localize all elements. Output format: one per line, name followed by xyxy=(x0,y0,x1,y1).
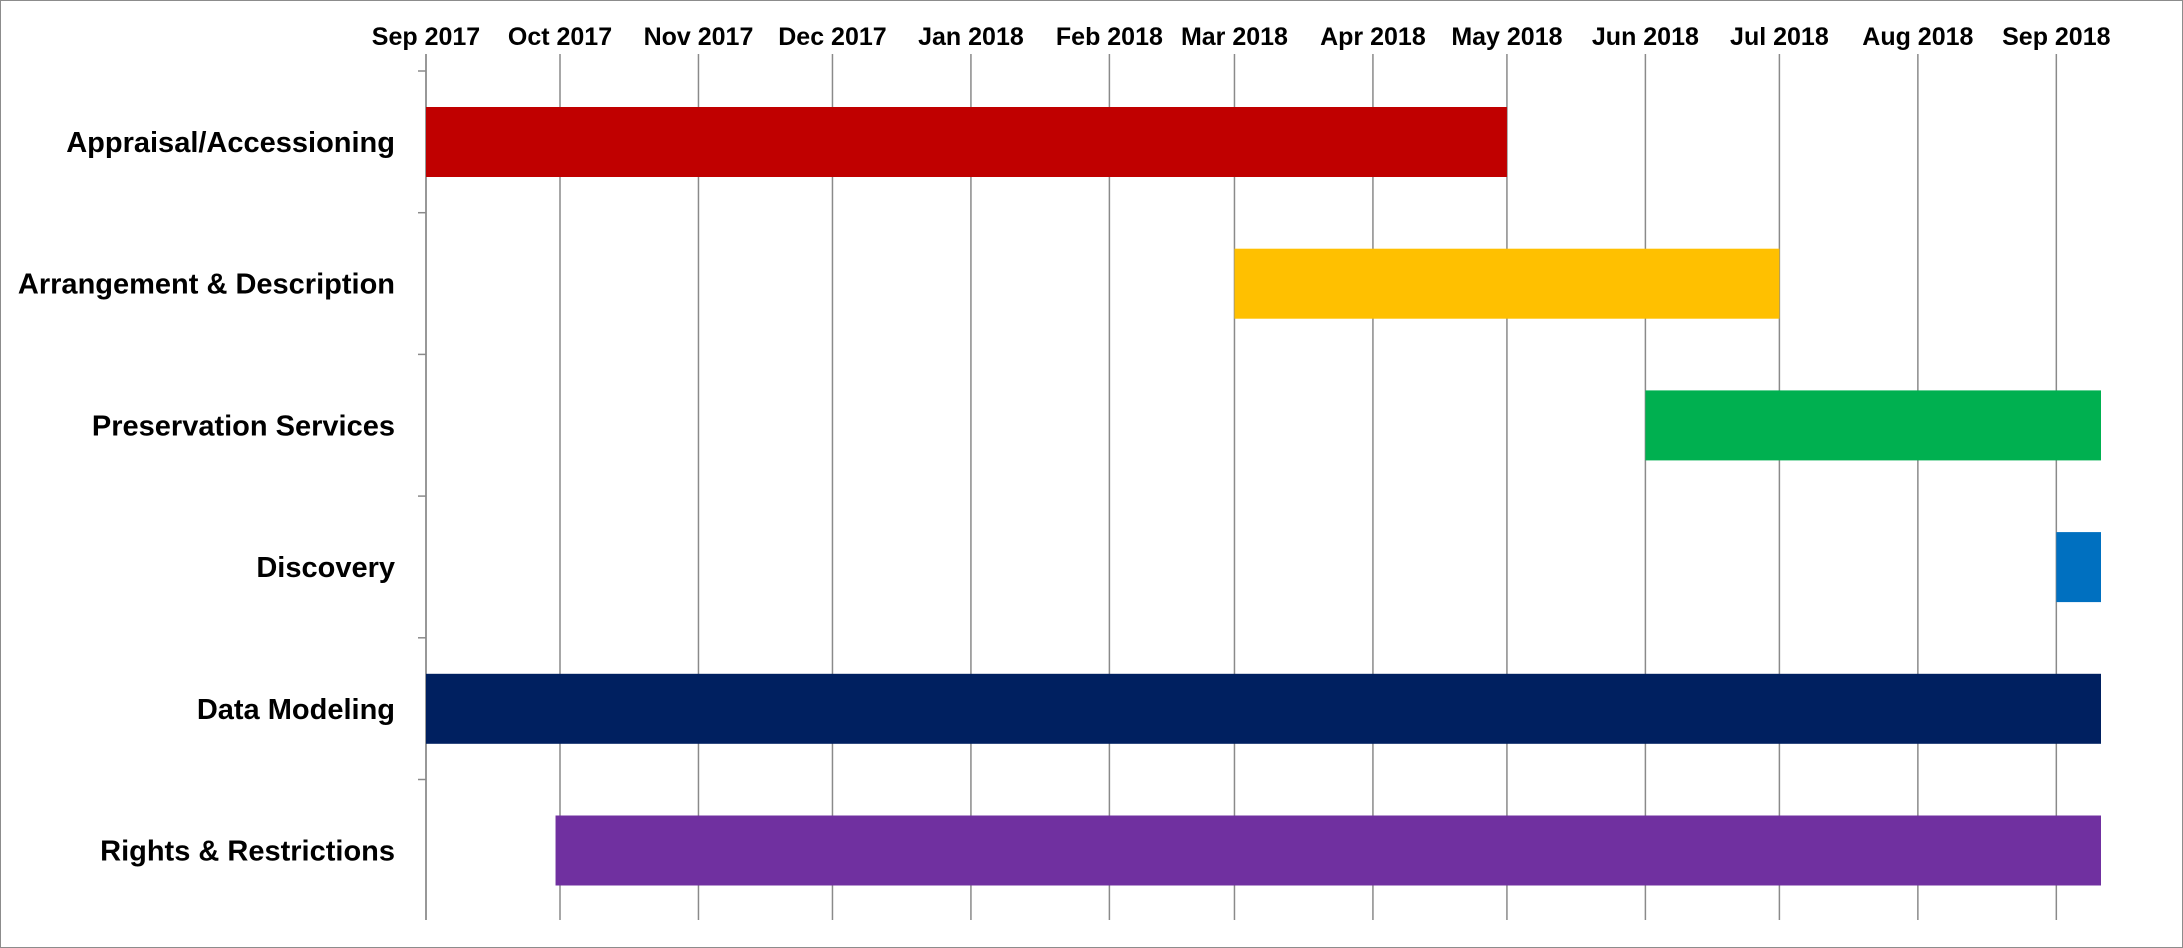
gantt-bar xyxy=(426,673,2101,744)
x-tick-label: Dec 2017 xyxy=(778,23,886,51)
x-tick-label: Jun 2018 xyxy=(1592,23,1699,51)
x-tick-label: Sep 2018 xyxy=(2002,23,2111,51)
gantt-bar xyxy=(1234,248,1780,319)
x-tick-label: Jan 2018 xyxy=(918,23,1024,51)
task-label: Rights & Restrictions xyxy=(100,836,395,868)
gantt-bar xyxy=(2056,532,2101,603)
x-tick-label: Nov 2017 xyxy=(644,23,754,51)
x-tick-label: Oct 2017 xyxy=(508,23,612,51)
gantt-bar xyxy=(426,107,1507,177)
task-label: Appraisal/Accessioning xyxy=(66,127,395,159)
task-label: Arrangement & Description xyxy=(18,269,395,301)
x-tick-label: Feb 2018 xyxy=(1056,23,1163,51)
x-tick-label: Sep 2017 xyxy=(372,23,480,51)
x-tick-label: Mar 2018 xyxy=(1181,23,1288,51)
gantt-bar xyxy=(555,815,2101,886)
x-tick-label: Apr 2018 xyxy=(1320,23,1426,51)
task-label: Preservation Services xyxy=(92,410,395,442)
gantt-bar xyxy=(1645,390,2101,461)
task-label: Data Modeling xyxy=(197,694,395,726)
x-tick-label: May 2018 xyxy=(1451,23,1562,51)
x-tick-label: Aug 2018 xyxy=(1862,23,1973,51)
task-label: Discovery xyxy=(256,552,395,584)
x-tick-label: Jul 2018 xyxy=(1730,23,1829,51)
